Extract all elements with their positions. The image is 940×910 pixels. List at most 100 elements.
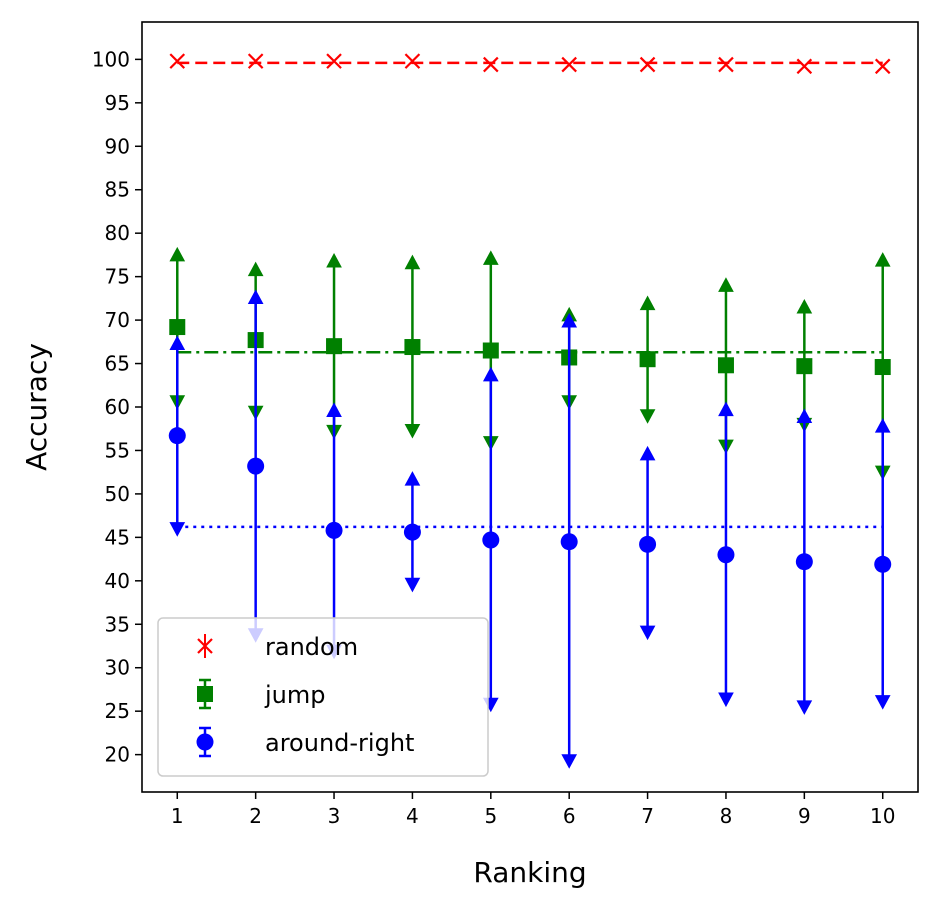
y-tick-label: 35 bbox=[105, 612, 130, 636]
series-around-right bbox=[168, 289, 892, 769]
legend-box bbox=[157, 617, 489, 777]
x-tick-label: 2 bbox=[249, 804, 262, 828]
legend-label: jump bbox=[264, 681, 326, 709]
error-bar-upper-cap bbox=[247, 261, 264, 277]
error-bar-upper-cap bbox=[169, 246, 186, 262]
series-layer bbox=[168, 53, 892, 769]
error-bar-upper-cap bbox=[874, 252, 891, 267]
error-bar-upper-cap bbox=[326, 252, 342, 268]
x-axis: 1 2 3 4 5 6 7 8 9 10 bbox=[171, 792, 895, 828]
data-point bbox=[482, 531, 500, 549]
y-axis-title: Accuracy bbox=[20, 343, 53, 471]
legend-item-jump: jump bbox=[197, 678, 326, 710]
legend-label: around-right bbox=[265, 729, 414, 757]
data-point bbox=[168, 427, 186, 445]
data-point bbox=[247, 53, 264, 69]
data-point bbox=[874, 359, 891, 376]
error-bar-upper-cap bbox=[796, 408, 813, 424]
error-bar-lower-cap bbox=[639, 409, 656, 424]
data-point bbox=[718, 56, 734, 73]
error-bar-lower-cap bbox=[561, 754, 578, 769]
data-point bbox=[404, 339, 421, 356]
data-point bbox=[326, 53, 342, 69]
y-tick-label: 65 bbox=[105, 352, 130, 376]
y-tick-label: 90 bbox=[105, 134, 130, 158]
data-point bbox=[639, 351, 656, 368]
y-tick-label: 20 bbox=[105, 743, 130, 767]
x-tick-label: 9 bbox=[798, 804, 811, 828]
data-point bbox=[482, 342, 499, 359]
error-bar-upper-cap bbox=[169, 335, 186, 351]
data-point bbox=[639, 535, 657, 553]
legend-item-around-right: around-right bbox=[196, 726, 414, 758]
data-point bbox=[326, 338, 343, 355]
error-bar-upper-cap bbox=[404, 471, 421, 486]
legend-marker bbox=[196, 733, 214, 751]
x-tick-label: 6 bbox=[563, 804, 576, 828]
error-bar-lower-cap bbox=[874, 695, 891, 710]
y-tick-label: 70 bbox=[105, 308, 130, 332]
error-bar-upper-cap bbox=[718, 401, 734, 417]
y-tick-label: 95 bbox=[105, 91, 130, 115]
x-tick-label: 10 bbox=[870, 804, 895, 828]
error-bar-upper-cap bbox=[561, 312, 578, 328]
data-point bbox=[561, 56, 577, 73]
y-tick-label: 45 bbox=[105, 525, 130, 549]
data-point bbox=[874, 58, 891, 75]
legend-item-random: random bbox=[197, 633, 358, 661]
error-bar-upper-cap bbox=[796, 299, 813, 314]
legend: random jump around-right bbox=[157, 617, 489, 777]
data-point bbox=[325, 521, 343, 539]
data-point bbox=[639, 56, 656, 73]
x-tick-label: 7 bbox=[641, 804, 654, 828]
data-point bbox=[483, 56, 499, 73]
legend-label: random bbox=[265, 633, 358, 661]
error-bar-upper-cap bbox=[639, 295, 656, 311]
error-bar-lower-cap bbox=[404, 577, 421, 593]
y-tick-label: 50 bbox=[105, 482, 130, 506]
x-axis-title: Ranking bbox=[473, 856, 586, 889]
y-tick-label: 55 bbox=[105, 438, 130, 462]
data-point bbox=[403, 523, 421, 541]
data-point bbox=[560, 533, 578, 551]
x-tick-label: 1 bbox=[171, 804, 184, 828]
y-tick-label: 40 bbox=[105, 569, 130, 593]
y-tick-label: 75 bbox=[105, 265, 130, 289]
y-tick-label: 100 bbox=[92, 47, 130, 71]
series-random bbox=[169, 53, 891, 75]
data-point bbox=[796, 58, 813, 75]
data-point bbox=[796, 358, 813, 375]
y-tick-label: 25 bbox=[105, 699, 130, 723]
x-tick-label: 4 bbox=[406, 804, 419, 828]
error-bar-upper-cap bbox=[718, 277, 734, 292]
error-bar-upper-cap bbox=[874, 418, 891, 433]
error-bar-lower-cap bbox=[169, 522, 186, 537]
data-point bbox=[874, 555, 892, 573]
y-tick-label: 30 bbox=[105, 656, 130, 680]
data-point bbox=[247, 457, 265, 475]
data-point bbox=[169, 53, 186, 69]
y-axis: 20 25 30 35 40 45 50 55 60 65 70 75 80 85 90 95 100 bbox=[92, 47, 142, 767]
y-tick-label: 60 bbox=[105, 395, 130, 419]
legend-marker bbox=[197, 686, 213, 702]
error-bar-lower-cap bbox=[639, 625, 656, 641]
error-bar-lower-cap bbox=[404, 423, 421, 439]
x-tick-label: 3 bbox=[328, 804, 341, 828]
error-bar-upper-cap bbox=[482, 250, 499, 265]
data-point bbox=[795, 553, 813, 571]
x-tick-label: 8 bbox=[720, 804, 733, 828]
y-tick-label: 85 bbox=[105, 178, 130, 202]
error-bar-upper-cap bbox=[326, 402, 342, 417]
data-point bbox=[404, 53, 421, 69]
data-point bbox=[717, 357, 734, 374]
data-point bbox=[169, 319, 186, 336]
y-tick-label: 80 bbox=[105, 221, 130, 245]
x-tick-label: 5 bbox=[484, 804, 497, 828]
error-bar-upper-cap bbox=[247, 289, 264, 304]
error-bar-upper-cap bbox=[482, 366, 499, 382]
error-bar-lower-cap bbox=[796, 700, 813, 715]
error-bar-upper-cap bbox=[639, 445, 656, 461]
data-point bbox=[717, 546, 735, 564]
error-bar-lower-cap bbox=[718, 692, 734, 708]
